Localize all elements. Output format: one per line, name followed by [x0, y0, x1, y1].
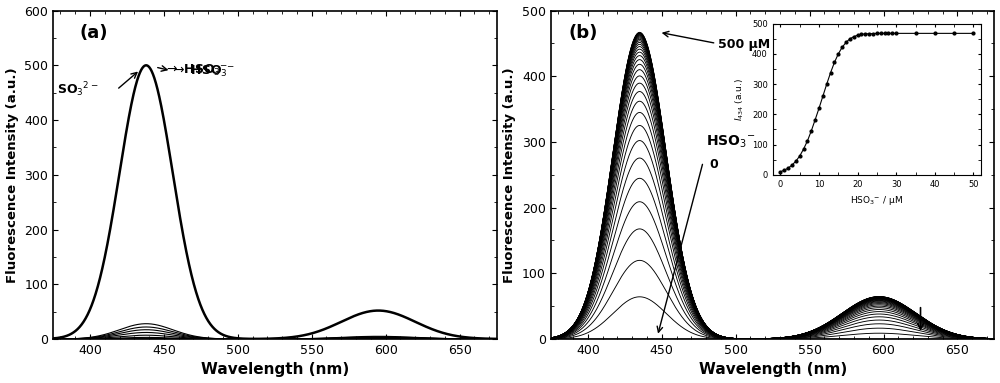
Text: 500 μM: 500 μM [718, 38, 770, 51]
Text: $\rightarrow$ HSO$_3$$^{-}$: $\rightarrow$ HSO$_3$$^{-}$ [164, 63, 228, 79]
Y-axis label: Fluorescence Intensity (a.u.): Fluorescence Intensity (a.u.) [6, 67, 19, 283]
X-axis label: Wavelength (nm): Wavelength (nm) [699, 362, 847, 377]
Text: 0: 0 [709, 159, 718, 172]
Text: (b): (b) [569, 24, 598, 42]
Text: SO$_3$$^{2-}$: SO$_3$$^{2-}$ [57, 80, 99, 99]
Text: $\rightarrow$ HSO$_3$$^{-}$: $\rightarrow$ HSO$_3$$^{-}$ [171, 64, 236, 79]
X-axis label: Wavelength (nm): Wavelength (nm) [201, 362, 349, 377]
Text: HSO$_3$$^{-}$: HSO$_3$$^{-}$ [706, 134, 756, 150]
Text: (a): (a) [80, 24, 108, 42]
Y-axis label: Fluorescence Intensity (a.u.): Fluorescence Intensity (a.u.) [503, 67, 516, 283]
